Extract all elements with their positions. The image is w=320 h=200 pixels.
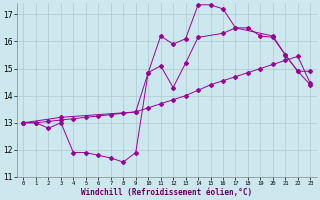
X-axis label: Windchill (Refroidissement éolien,°C): Windchill (Refroidissement éolien,°C) [81,188,252,197]
